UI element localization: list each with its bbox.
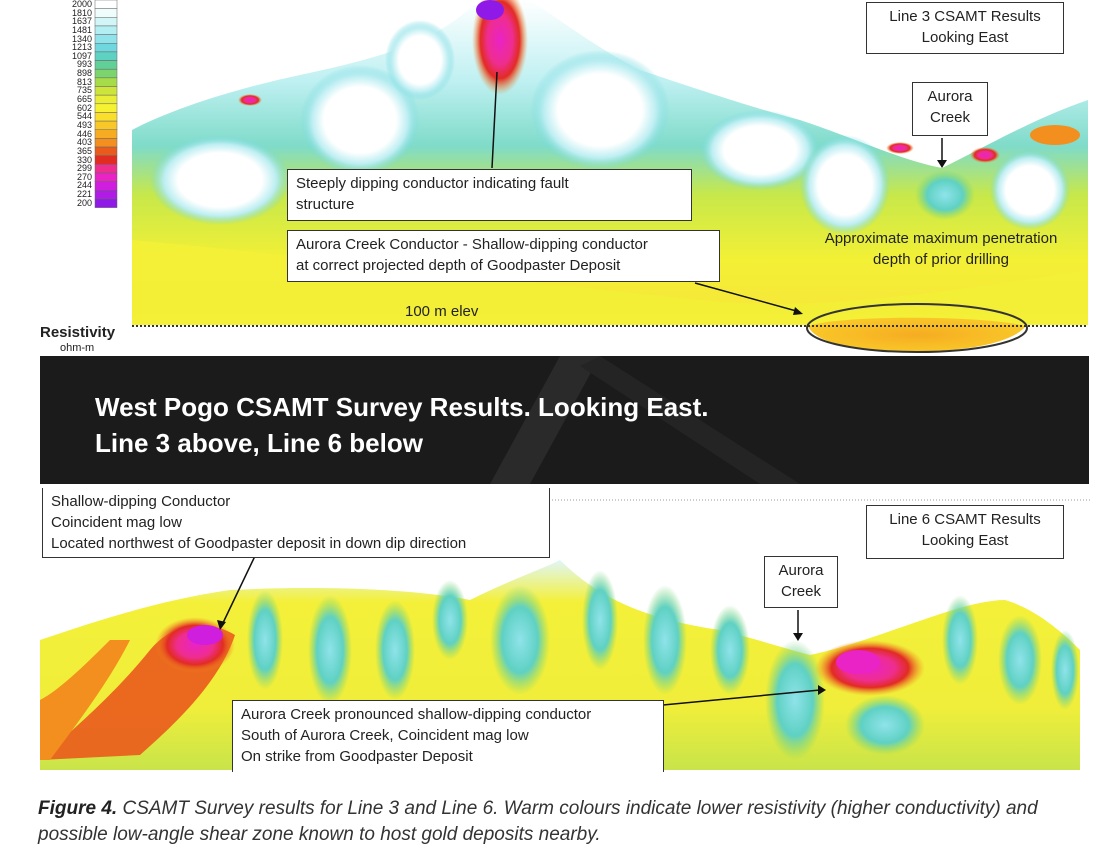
line3-creek-label-2: Creek bbox=[929, 109, 970, 126]
colorbar-swatch bbox=[94, 86, 118, 96]
colorbar-swatch bbox=[94, 17, 118, 27]
colorbar-swatch bbox=[94, 68, 118, 79]
line3-title-box: Line 3 CSAMT Results Looking East bbox=[866, 2, 1064, 54]
colorbar-tick-label: 330 bbox=[76, 154, 92, 165]
colorbar-swatch bbox=[94, 181, 118, 191]
line6-creek-label-2: Creek bbox=[780, 583, 821, 600]
banner-watermark bbox=[490, 356, 800, 484]
colorbar-tick-label: 544 bbox=[76, 111, 92, 122]
line3-subtitle: Looking East bbox=[921, 29, 1009, 46]
figure-caption-label: Figure 4. bbox=[38, 798, 118, 819]
colorbar-tick-label: 735 bbox=[76, 85, 92, 96]
colorbar-swatch bbox=[94, 8, 118, 18]
colorbar-swatch bbox=[94, 190, 118, 200]
shallow-conductor-label-1: Shallow-dipping Conductor bbox=[51, 493, 231, 510]
line6-title: Line 6 CSAMT Results bbox=[889, 511, 1041, 528]
penetration-depth-label: Approximate maximum penetration depth of… bbox=[806, 228, 1076, 270]
colorbar-tick-label: 898 bbox=[76, 68, 92, 79]
resistivity-colorbar bbox=[94, 0, 118, 208]
penetration-label-1: Approximate maximum penetration bbox=[824, 230, 1058, 247]
colorbar-tick-label: 299 bbox=[76, 163, 92, 174]
colorbar-swatch bbox=[94, 112, 118, 122]
aurora-conductor-label-1: Aurora Creek Conductor - Shallow-dipping… bbox=[296, 236, 648, 253]
aurora-conductor-box: Aurora Creek Conductor - Shallow-dipping… bbox=[287, 230, 720, 282]
banner-title: West Pogo CSAMT Survey Results. Looking … bbox=[95, 392, 709, 422]
csamt-sections-graphic bbox=[40, 0, 1090, 770]
colorbar-swatch bbox=[94, 60, 118, 70]
colorbar-swatch bbox=[94, 120, 118, 130]
colorbar-swatch bbox=[94, 103, 118, 113]
colorbar-tick-label: 403 bbox=[76, 137, 92, 148]
pronounced-conductor-box: Aurora Creek pronounced shallow-dipping … bbox=[232, 700, 664, 772]
shallow-conductor-box: Shallow-dipping Conductor Coincident mag… bbox=[42, 488, 550, 558]
penetration-label-2: depth of prior drilling bbox=[873, 251, 1009, 268]
colorbar-tick-label: 1213 bbox=[71, 42, 92, 53]
pronounced-conductor-label-3: On strike from Goodpaster Deposit bbox=[241, 748, 473, 765]
colorbar-swatch bbox=[94, 77, 118, 87]
shallow-conductor-label-3: Located northwest of Goodpaster deposit … bbox=[51, 535, 467, 552]
aurora-conductor-label-2: at correct projected depth of Goodpaster… bbox=[296, 257, 621, 274]
colorbar-tick-label: 2000 bbox=[71, 0, 92, 9]
colorbar-tick-label: 1340 bbox=[71, 33, 92, 44]
csamt-figure: 2000 1810 1637 1481 1340 1213 1097 993 898 813 735… bbox=[40, 0, 1090, 772]
line6-creek-label-1: Aurora bbox=[778, 562, 824, 579]
colorbar-tick-label: 1810 bbox=[71, 7, 92, 18]
colorbar-tick-label: 446 bbox=[76, 128, 92, 139]
colorbar-swatch bbox=[94, 94, 118, 105]
banner-subtitle: Line 3 above, Line 6 below bbox=[95, 428, 423, 458]
colorbar-tick-label: 1637 bbox=[71, 16, 92, 27]
line3-creek-box: Aurora Creek bbox=[912, 82, 988, 136]
colorbar-swatch bbox=[94, 25, 118, 35]
colorbar-tick-labels: 2000 1810 1637 1481 1340 1213 1097 993 898 813 735… bbox=[44, 0, 92, 207]
colorbar-swatch bbox=[94, 51, 118, 61]
colorbar-tick-label: 270 bbox=[76, 171, 92, 182]
figure-caption-text: CSAMT Survey results for Line 3 and Line… bbox=[38, 798, 1038, 845]
colorbar-swatch bbox=[94, 164, 118, 174]
line6-title-box: Line 6 CSAMT Results Looking East bbox=[866, 505, 1064, 559]
colorbar-tick-label: 813 bbox=[76, 76, 92, 87]
colorbar-tick-label: 244 bbox=[76, 180, 92, 191]
colorbar-tick-label: 1481 bbox=[71, 24, 92, 35]
colorbar-swatch bbox=[94, 138, 118, 148]
colorbar-swatch bbox=[94, 155, 118, 165]
colorbar-tick-label: 221 bbox=[76, 189, 92, 200]
colorbar-swatch bbox=[94, 146, 118, 156]
colorbar-tick-label: 365 bbox=[76, 145, 92, 156]
fault-conductor-label-2: structure bbox=[296, 196, 355, 213]
figure-caption: Figure 4. CSAMT Survey results for Line … bbox=[38, 796, 1078, 848]
elevation-label: 100 m elev bbox=[405, 303, 479, 320]
colorbar-tick-label: 602 bbox=[76, 102, 92, 113]
colorbar-swatch bbox=[94, 0, 118, 9]
fault-conductor-box: Steeply dipping conductor indicating fau… bbox=[287, 169, 692, 221]
line6-creek-box: Aurora Creek bbox=[764, 556, 838, 608]
title-banner: West Pogo CSAMT Survey Results. Looking … bbox=[40, 356, 1089, 484]
colorbar-tick-label: 200 bbox=[76, 197, 92, 208]
colorbar-tick-label: 993 bbox=[76, 59, 92, 70]
colorbar-swatch bbox=[94, 198, 118, 208]
line3-creek-label-1: Aurora bbox=[927, 88, 973, 105]
pronounced-conductor-label-2: South of Aurora Creek, Coincident mag lo… bbox=[241, 727, 529, 744]
colorbar-swatch bbox=[94, 172, 118, 182]
line6-subtitle: Looking East bbox=[921, 532, 1009, 549]
colorbar-tick-label: 665 bbox=[76, 94, 92, 105]
colorbar-tick-label: 493 bbox=[76, 119, 92, 130]
legend-unit: ohm-m bbox=[60, 342, 95, 354]
colorbar-swatch bbox=[94, 34, 118, 44]
fault-conductor-label-1: Steeply dipping conductor indicating fau… bbox=[296, 175, 569, 192]
legend-title: Resistivity bbox=[40, 324, 116, 341]
colorbar-swatch bbox=[94, 43, 118, 53]
line3-title: Line 3 CSAMT Results bbox=[889, 8, 1041, 25]
colorbar-swatch bbox=[94, 129, 118, 139]
pronounced-conductor-label-1: Aurora Creek pronounced shallow-dipping … bbox=[241, 706, 592, 723]
shallow-conductor-label-2: Coincident mag low bbox=[51, 514, 182, 531]
colorbar-tick-label: 1097 bbox=[71, 50, 92, 61]
